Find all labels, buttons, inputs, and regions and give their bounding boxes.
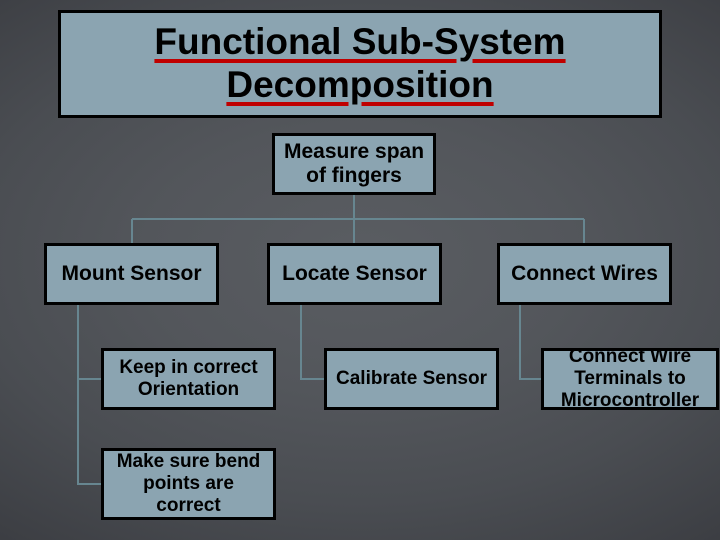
node-label: Calibrate Sensor [336, 368, 487, 390]
node-label: Make sure bend points are correct [110, 451, 267, 517]
title-text: Functional Sub-System Decomposition [61, 21, 659, 106]
node-label: Connect Wires [511, 262, 658, 286]
node-label: Keep in correct Orientation [110, 357, 267, 401]
node-label: Mount Sensor [62, 262, 202, 286]
title-box: Functional Sub-System Decomposition [58, 10, 662, 118]
node-mount: Mount Sensor [44, 243, 219, 305]
node-label: Connect Wire Terminals to Microcontrolle… [550, 346, 710, 412]
node-label: Measure span of fingers [281, 140, 427, 188]
node-calib: Calibrate Sensor [324, 348, 499, 410]
node-bend: Make sure bend points are correct [101, 448, 276, 520]
node-label: Locate Sensor [282, 262, 427, 286]
node-root: Measure span of fingers [272, 133, 436, 195]
node-wire: Connect Wire Terminals to Microcontrolle… [541, 348, 719, 410]
node-keep: Keep in correct Orientation [101, 348, 276, 410]
node-connect: Connect Wires [497, 243, 672, 305]
node-locate: Locate Sensor [267, 243, 442, 305]
